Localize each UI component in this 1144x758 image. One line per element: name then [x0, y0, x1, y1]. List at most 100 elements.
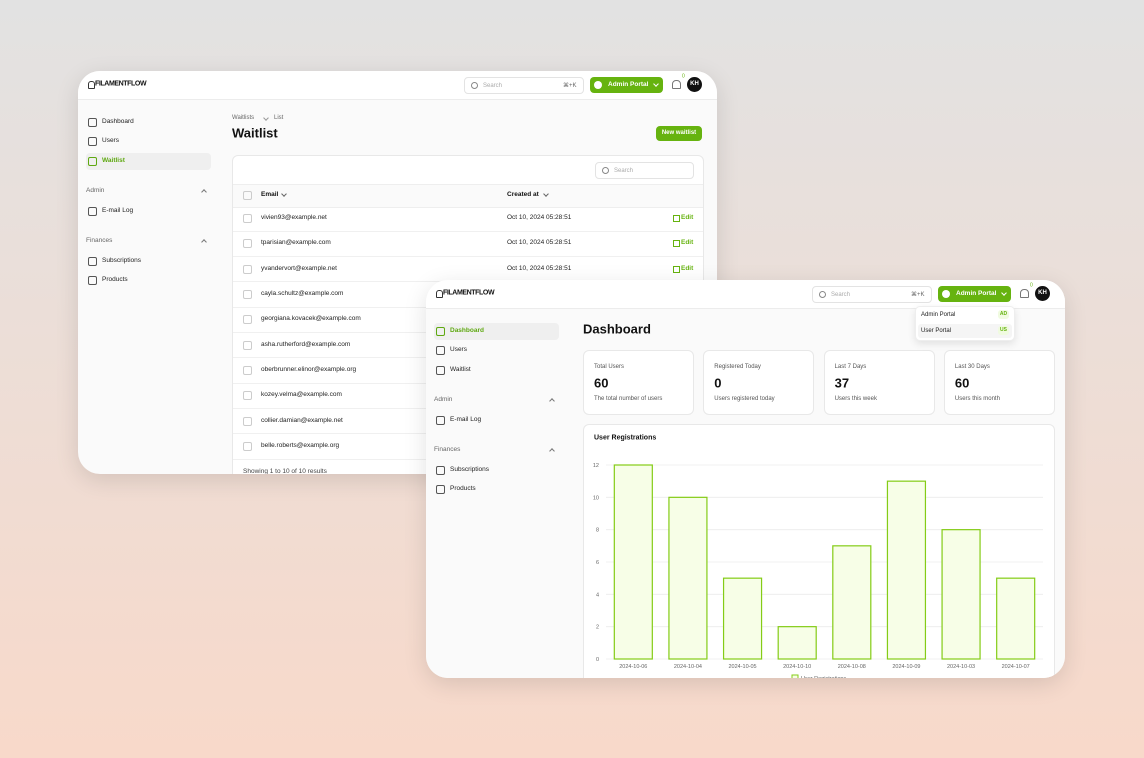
nav-item[interactable]: Subscriptions [450, 465, 490, 473]
nav-item[interactable]: Waitlist [102, 156, 125, 164]
checkbox[interactable] [243, 442, 252, 452]
stat-value: 60 [954, 375, 970, 391]
stat-description: Users this week [834, 396, 877, 402]
x-tick-label: 2024-10-09 [892, 664, 920, 670]
icon [88, 137, 97, 146]
nav-item[interactable]: Dashboard [450, 326, 484, 334]
checkbox[interactable] [243, 264, 252, 274]
stat-description: Users registered today [714, 396, 775, 402]
search-placeholder: Search [831, 292, 851, 298]
icon [436, 465, 445, 475]
edit-link[interactable]: Edit [681, 213, 694, 221]
breadcrumb: List [274, 115, 284, 121]
icon [88, 157, 97, 166]
portal-dropdown: Admin Portal AD User Portal US [915, 306, 1015, 341]
edit-icon [673, 265, 680, 273]
nav-group-label: Admin [86, 186, 105, 194]
nav-item[interactable]: Users [450, 345, 467, 353]
row-divider [233, 230, 703, 232]
checkbox[interactable] [243, 239, 252, 249]
column-header[interactable]: Email [261, 190, 279, 198]
checkbox[interactable] [243, 366, 252, 376]
chart: 0 2 4 6 8 10 12 2024-10-06 2024-10-04 2024-10-05 2… [593, 463, 1043, 678]
edit-icon [673, 215, 680, 222]
table-header [233, 184, 703, 208]
nav-item[interactable]: E-mail Log [450, 415, 482, 423]
dropdown-item[interactable]: Admin Portal [921, 311, 956, 318]
icon [88, 276, 97, 285]
x-tick-label: 2024-10-05 [728, 664, 756, 670]
breadcrumb[interactable]: Waitlists [232, 115, 255, 121]
edit-link[interactable]: Edit [681, 264, 694, 272]
bar [996, 577, 1036, 660]
search-icon [602, 167, 609, 174]
nav-item[interactable]: Products [450, 484, 476, 492]
stat-description: The total number of users [594, 396, 663, 402]
nav-item[interactable]: Products [102, 275, 128, 283]
avatar[interactable]: KH [1035, 286, 1050, 301]
stat-value: 37 [834, 375, 850, 391]
shortcut: ⌘+K [563, 83, 577, 89]
dashboard-window: FILAMENTFLOW Search ⌘+K Admin Portal 0 KH Dash… [426, 280, 1065, 678]
email-cell: asha.rutherford@example.com [261, 340, 351, 348]
icon [436, 366, 445, 375]
waitlist-window: FILAMENTFLOW Search ⌘+K Admin Portal 0 KH Dash… [78, 71, 717, 474]
chevron [653, 81, 659, 87]
bell[interactable] [672, 80, 681, 89]
dropdown-badge: AD [998, 310, 1009, 319]
edit-link[interactable]: Edit [681, 239, 694, 247]
checkbox[interactable] [243, 315, 252, 325]
bell[interactable] [1020, 289, 1029, 298]
email-cell: cayla.schultz@example.com [261, 289, 344, 297]
nav-item[interactable]: Dashboard [102, 117, 134, 125]
email-cell: kozey.velma@example.com [261, 391, 342, 399]
created-cell: Oct 10, 2024 05:28:51 [507, 213, 572, 221]
checkbox[interactable] [243, 191, 252, 200]
table-search[interactable]: Search [595, 162, 694, 179]
nav-item[interactable]: Waitlist [450, 365, 471, 373]
nav-item[interactable]: Users [102, 136, 119, 144]
y-tick-label: 6 [596, 560, 599, 566]
dropdown-item[interactable]: User Portal [921, 327, 952, 334]
stat-description: Users this month [954, 396, 1000, 402]
y-tick-label: 2 [596, 625, 599, 631]
search-placeholder: Search [483, 83, 503, 89]
checkbox[interactable] [243, 340, 252, 350]
nav-item[interactable]: E-mail Log [102, 206, 134, 214]
bar [941, 529, 981, 660]
checkbox[interactable] [243, 290, 252, 300]
new-button[interactable]: New waitlist [656, 126, 702, 141]
logo-icon [88, 81, 95, 89]
chart-title: User Registrations [594, 434, 657, 442]
bar [886, 480, 927, 660]
checkbox[interactable] [243, 391, 252, 401]
portal-icon [942, 290, 950, 298]
x-tick-label: 2024-10-08 [838, 664, 866, 670]
chart-card: User Registrations 0 2 4 6 8 10 12 2024-10-06 202… [583, 424, 1055, 678]
logo-icon [436, 290, 443, 298]
icon [436, 327, 445, 336]
portal-button[interactable]: Admin Portal [938, 286, 1011, 302]
checkbox[interactable] [243, 416, 252, 426]
stat-card: Total Users 60 The total number of users [583, 350, 694, 415]
chevron [1001, 290, 1007, 296]
search-box[interactable]: Search ⌘+K [464, 77, 584, 94]
nav-item[interactable]: Subscriptions [102, 256, 142, 264]
checkbox[interactable] [243, 214, 252, 223]
page-title: Dashboard [583, 321, 651, 337]
avatar[interactable]: KH [687, 77, 702, 92]
x-tick-label: 2024-10-10 [783, 664, 811, 670]
nav-group-label: Finances [86, 236, 113, 244]
portal-button[interactable]: Admin Portal [590, 77, 663, 93]
stat-label: Last 7 Days [834, 364, 867, 370]
y-tick-label: 0 [596, 657, 599, 663]
column-header[interactable]: Created at [507, 190, 539, 198]
nav-active-bg [434, 323, 559, 340]
search-box[interactable]: Search ⌘+K [812, 286, 932, 303]
edit-icon [673, 240, 680, 248]
stat-card: Last 7 Days 37 Users this week [823, 350, 935, 415]
shortcut: ⌘+K [911, 292, 925, 298]
created-cell: Oct 10, 2024 05:28:51 [507, 239, 572, 247]
stat-label: Total Users [594, 364, 625, 370]
search-icon [819, 291, 826, 298]
